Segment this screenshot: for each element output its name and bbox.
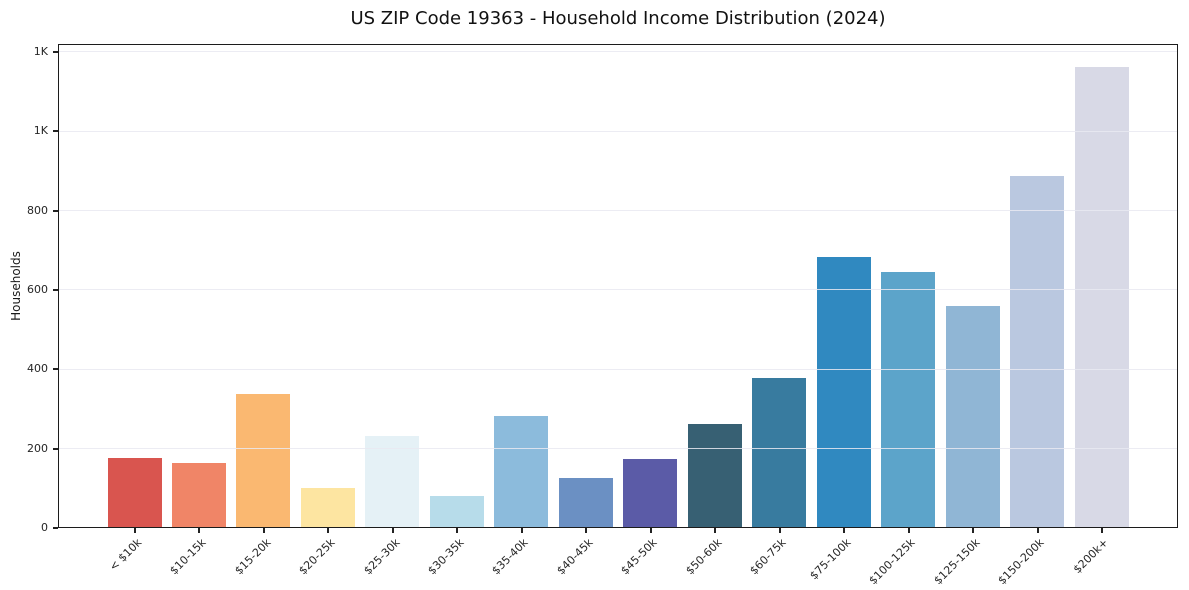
y-tick-label: 1K	[33, 124, 48, 138]
x-tick-label: $30-35k	[425, 536, 467, 578]
x-tick-label: $40-45k	[554, 536, 596, 578]
x-tick-label: $150-200k	[995, 536, 1047, 588]
x-tick-label: $75-100k	[807, 536, 854, 583]
gridline-y-1200	[59, 51, 1177, 53]
bar-$75-100k	[816, 256, 871, 527]
x-tick-label: $20-25k	[296, 536, 338, 578]
x-tick-label: $100-125k	[866, 536, 918, 588]
y-tick-mark	[53, 50, 58, 53]
y-tick-mark	[53, 527, 58, 529]
gridline-y-600	[59, 289, 1177, 291]
bar-$25-30k	[365, 435, 420, 527]
x-tick-label: $125-150k	[931, 536, 983, 588]
bar-$20-25k	[300, 487, 355, 527]
y-tick-mark	[53, 368, 58, 371]
bar-$60-75k	[752, 378, 807, 527]
x-tick-label: $35-40k	[489, 536, 531, 578]
gridline-y-400	[59, 368, 1177, 370]
plot-area	[58, 44, 1178, 528]
bar-$40-45k	[558, 477, 613, 527]
y-tick-label: 600	[27, 282, 48, 296]
x-tick-mark	[972, 528, 975, 533]
bar-$35-40k	[494, 415, 549, 527]
x-tick-label: $10-15k	[167, 536, 209, 578]
x-tick-mark	[456, 528, 459, 533]
bar-$150-200k	[1010, 175, 1065, 527]
x-tick-mark	[262, 528, 265, 533]
x-tick-label: $60-75k	[747, 536, 789, 578]
bar-< $10k	[107, 457, 162, 527]
x-tick-mark	[198, 528, 201, 533]
y-tick-mark	[53, 209, 58, 212]
x-tick-label: $25-30k	[360, 536, 403, 578]
x-tick-label: $15-20k	[231, 536, 274, 578]
y-tick-label: 200	[27, 441, 48, 455]
y-tick-mark	[53, 447, 58, 450]
x-tick-mark	[585, 528, 588, 533]
x-tick-mark	[714, 528, 717, 533]
gridline-y-1000	[59, 130, 1177, 132]
x-tick-mark	[327, 528, 330, 533]
x-tick-label: $200k+	[1071, 536, 1112, 577]
bar-$45-50k	[623, 458, 678, 527]
x-tick-mark	[1036, 528, 1039, 533]
y-tick-label: 0	[41, 521, 48, 534]
chart-title: US ZIP Code 19363 - Household Income Dis…	[350, 8, 886, 29]
y-tick-label: 1K	[33, 44, 48, 58]
bar-$30-35k	[429, 495, 484, 527]
x-tick-mark	[907, 528, 910, 533]
y-tick-label: 800	[27, 203, 48, 217]
gridline-y-800	[59, 210, 1177, 212]
x-tick-mark	[843, 528, 846, 533]
bar-$100-125k	[881, 271, 936, 527]
x-tick-mark	[1101, 528, 1103, 533]
bar-$200k+	[1074, 66, 1129, 527]
x-tick-mark	[649, 528, 652, 533]
x-tick-label: < $10k	[106, 536, 145, 574]
x-tick-mark	[391, 528, 394, 533]
bar-$15-20k	[236, 394, 291, 527]
y-tick-mark	[53, 130, 58, 133]
x-tick-mark	[134, 528, 136, 533]
x-tick-mark	[520, 528, 523, 533]
bar-$50-60k	[687, 423, 742, 527]
y-tick-label: 400	[27, 362, 48, 376]
bar-$125-150k	[945, 306, 1000, 527]
y-tick-mark	[53, 288, 58, 291]
x-tick-mark	[778, 528, 781, 533]
x-tick-label: $45-50k	[618, 536, 660, 578]
bar-$10-15k	[171, 462, 226, 527]
gridline-y-200	[59, 448, 1177, 450]
x-tick-label: $50-60k	[683, 536, 725, 578]
